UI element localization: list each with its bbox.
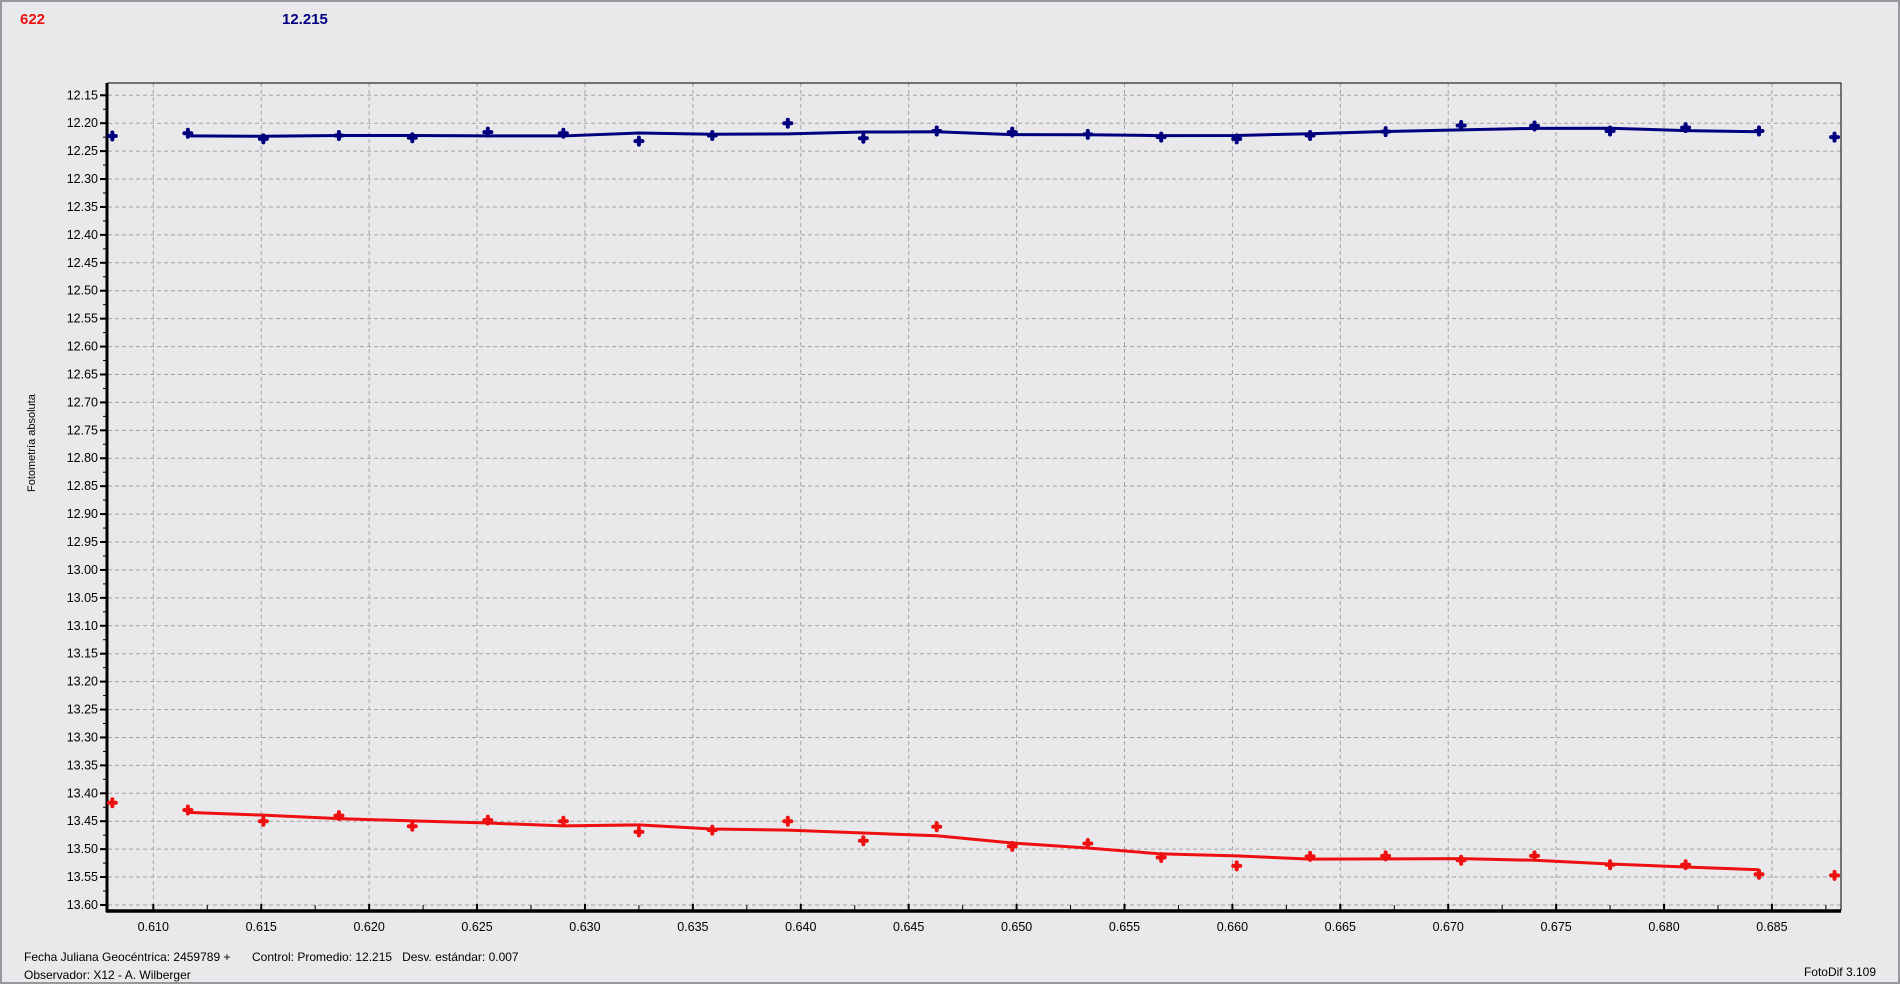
svg-text:0.670: 0.670	[1433, 920, 1464, 934]
grid-lines	[108, 83, 1841, 910]
svg-text:0.645: 0.645	[893, 920, 924, 934]
series-points-622	[106, 797, 1841, 881]
svg-text:13.50: 13.50	[67, 842, 98, 856]
control-mean-label: 12.215	[282, 11, 328, 28]
tick-marks	[100, 94, 1827, 910]
svg-text:0.640: 0.640	[785, 920, 816, 934]
svg-text:12.55: 12.55	[67, 312, 98, 326]
svg-text:12.15: 12.15	[67, 88, 98, 102]
svg-text:12.50: 12.50	[67, 284, 98, 298]
svg-text:0.650: 0.650	[1001, 920, 1032, 934]
app-version-label: FotoDif 3.109	[1803, 965, 1876, 979]
object-number-label: 622	[20, 11, 46, 28]
svg-text:0.660: 0.660	[1217, 920, 1248, 934]
svg-text:0.675: 0.675	[1540, 920, 1571, 934]
x-tick-labels: 0.610 0.615 0.620 0.625 0.630 0.635 0.640 0.645…	[138, 920, 1788, 934]
svg-text:0.610: 0.610	[138, 920, 169, 934]
svg-text:13.10: 13.10	[67, 619, 98, 633]
svg-text:12.75: 12.75	[67, 423, 98, 437]
svg-text:12.25: 12.25	[67, 144, 98, 158]
svg-text:0.635: 0.635	[677, 920, 708, 934]
svg-text:12.95: 12.95	[67, 535, 98, 549]
svg-text:13.45: 13.45	[67, 814, 98, 828]
svg-text:13.05: 13.05	[67, 591, 98, 605]
series-points-Control	[106, 117, 1841, 147]
svg-text:13.35: 13.35	[67, 758, 98, 772]
svg-text:12.60: 12.60	[67, 340, 98, 354]
svg-text:13.00: 13.00	[67, 563, 98, 577]
svg-text:13.55: 13.55	[67, 870, 98, 884]
svg-text:12.85: 12.85	[67, 479, 98, 493]
svg-text:0.680: 0.680	[1648, 920, 1679, 934]
svg-text:13.15: 13.15	[67, 647, 98, 661]
svg-text:12.40: 12.40	[67, 228, 98, 242]
svg-text:13.25: 13.25	[67, 703, 98, 717]
svg-text:13.40: 13.40	[67, 786, 98, 800]
svg-text:0.620: 0.620	[353, 920, 384, 934]
svg-text:0.625: 0.625	[461, 920, 492, 934]
svg-text:12.65: 12.65	[67, 367, 98, 381]
light-curve-chart: 0.610 0.615 0.620 0.625 0.630 0.635 0.640 0.645…	[67, 82, 1842, 934]
status-julian-date: Fecha Juliana Geocéntrica: 2459789 +	[24, 950, 231, 964]
svg-text:13.20: 13.20	[67, 675, 98, 689]
svg-text:12.80: 12.80	[67, 451, 98, 465]
svg-text:12.30: 12.30	[67, 172, 98, 186]
svg-text:0.615: 0.615	[246, 920, 277, 934]
svg-text:12.70: 12.70	[67, 395, 98, 409]
y-tick-labels: 12.15 12.20 12.25 12.30 12.35 12.40 12.45 12.50…	[67, 88, 98, 912]
svg-text:0.630: 0.630	[569, 920, 600, 934]
svg-text:12.35: 12.35	[67, 200, 98, 214]
svg-text:13.60: 13.60	[67, 898, 98, 912]
svg-text:12.90: 12.90	[67, 507, 98, 521]
series-line-Control	[187, 126, 1760, 138]
status-control-stats: Control: Promedio: 12.215 Desv. estándar…	[252, 950, 519, 964]
series-line-622	[187, 810, 1760, 872]
svg-text:0.685: 0.685	[1756, 920, 1787, 934]
svg-text:13.30: 13.30	[67, 730, 98, 744]
svg-text:0.655: 0.655	[1109, 920, 1140, 934]
svg-text:12.20: 12.20	[67, 116, 98, 130]
svg-text:0.665: 0.665	[1325, 920, 1356, 934]
svg-text:12.45: 12.45	[67, 256, 98, 270]
status-observer: Observador: X12 - A. Wilberger	[24, 968, 191, 982]
